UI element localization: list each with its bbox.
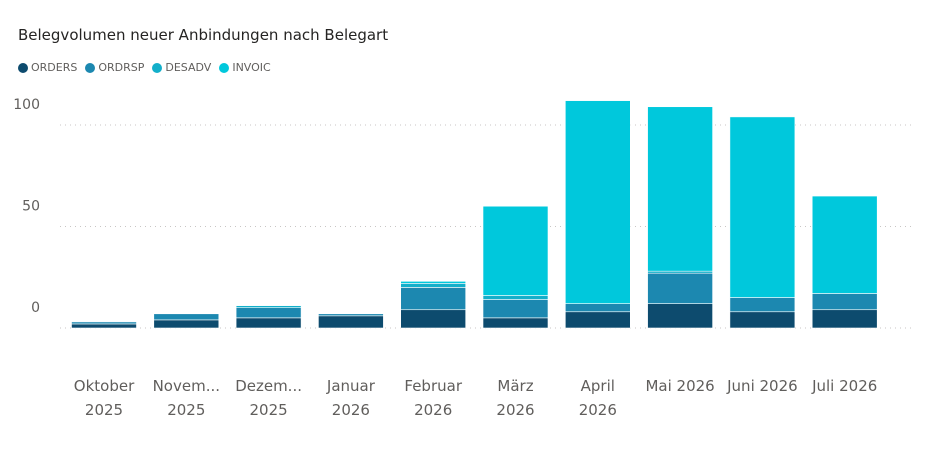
bar-segment-orders[interactable] — [729, 311, 796, 329]
legend-item-invoic[interactable]: INVOIC — [219, 61, 271, 74]
legend-label: ORDRSP — [98, 61, 145, 74]
bar-segment-orders[interactable] — [235, 317, 302, 329]
x-tick-label: 2026 — [332, 401, 370, 419]
x-tick-label: Dezem... — [235, 377, 302, 395]
legend-item-orders[interactable]: ORDERS — [18, 61, 77, 74]
y-tick-label: 50 — [22, 199, 40, 215]
legend-swatch-icon — [85, 62, 96, 73]
x-tick-label: April — [581, 377, 615, 395]
y-tick-label: 0 — [31, 300, 40, 316]
x-tick-label: Juli 2026 — [811, 377, 877, 395]
bar-segment-invoic[interactable] — [729, 116, 796, 298]
legend-label: DESADV — [165, 61, 212, 74]
bar-segment-orders[interactable] — [318, 315, 384, 329]
bar-segment-orders[interactable] — [400, 309, 467, 329]
x-tick-label: 2026 — [496, 401, 534, 419]
bar-segment-ordrsp[interactable] — [318, 313, 384, 317]
bar-segment-ordrsp[interactable] — [400, 287, 467, 311]
legend-swatch-icon — [152, 62, 163, 73]
x-tick-label: Juni 2026 — [726, 377, 798, 395]
bar-segment-invoic[interactable] — [400, 281, 467, 284]
bar-segment-orders[interactable] — [71, 323, 137, 329]
bar-segment-desadv[interactable] — [647, 270, 713, 274]
bar-segment-ordrsp[interactable] — [153, 313, 220, 321]
bar-segment-ordrsp[interactable] — [647, 272, 713, 304]
chart-title: Belegvolumen neuer Anbindungen nach Bele… — [18, 26, 389, 44]
bar-segment-invoic[interactable] — [482, 205, 549, 296]
x-tick-label: Januar — [326, 377, 376, 395]
bar-segment-invoic[interactable] — [811, 195, 878, 294]
bar-segment-ordrsp[interactable] — [729, 297, 796, 313]
bar-segment-orders[interactable] — [647, 303, 713, 329]
x-tick-label: 2025 — [250, 401, 288, 419]
y-tick-label: 100 — [13, 97, 40, 113]
bar-segment-orders[interactable] — [564, 311, 631, 329]
bar-segment-orders[interactable] — [811, 309, 878, 329]
legend-swatch-icon — [18, 62, 28, 73]
bar-segment-desadv[interactable] — [235, 305, 302, 309]
x-tick-label: März — [497, 377, 533, 395]
bar-segment-invoic[interactable] — [647, 106, 713, 272]
bar-segment-orders[interactable] — [153, 319, 220, 329]
bar-segment-invoic[interactable] — [564, 100, 631, 304]
x-tick-label: Februar — [404, 377, 462, 395]
bar-segment-desadv[interactable] — [400, 283, 467, 288]
bar-segment-ordrsp[interactable] — [235, 307, 302, 319]
legend-label: ORDERS — [31, 61, 78, 74]
x-tick-label: Novem... — [153, 377, 220, 395]
bar-segment-ordrsp[interactable] — [482, 299, 549, 319]
bar-segment-ordrsp[interactable] — [564, 303, 631, 313]
x-tick-label: 2025 — [167, 401, 205, 419]
x-tick-label: 2026 — [414, 401, 452, 419]
legend-label: INVOIC — [232, 61, 271, 74]
x-tick-label: Mai 2026 — [645, 377, 714, 395]
legend-item-desadv[interactable]: DESADV — [152, 61, 211, 74]
legend-item-ordrsp[interactable]: ORDRSP — [85, 61, 144, 74]
x-tick-label: Oktober — [74, 377, 135, 395]
x-tick-label: 2026 — [579, 401, 617, 419]
chart-legend: ORDERS ORDRSP DESADV INVOIC — [18, 61, 273, 74]
bar-segment-ordrsp[interactable] — [71, 321, 137, 325]
bar-segment-ordrsp[interactable] — [811, 293, 878, 311]
legend-swatch-icon — [219, 62, 230, 73]
bar-segment-orders[interactable] — [482, 317, 549, 329]
bar-segment-desadv[interactable] — [482, 295, 549, 300]
x-tick-label: 2025 — [85, 401, 123, 419]
